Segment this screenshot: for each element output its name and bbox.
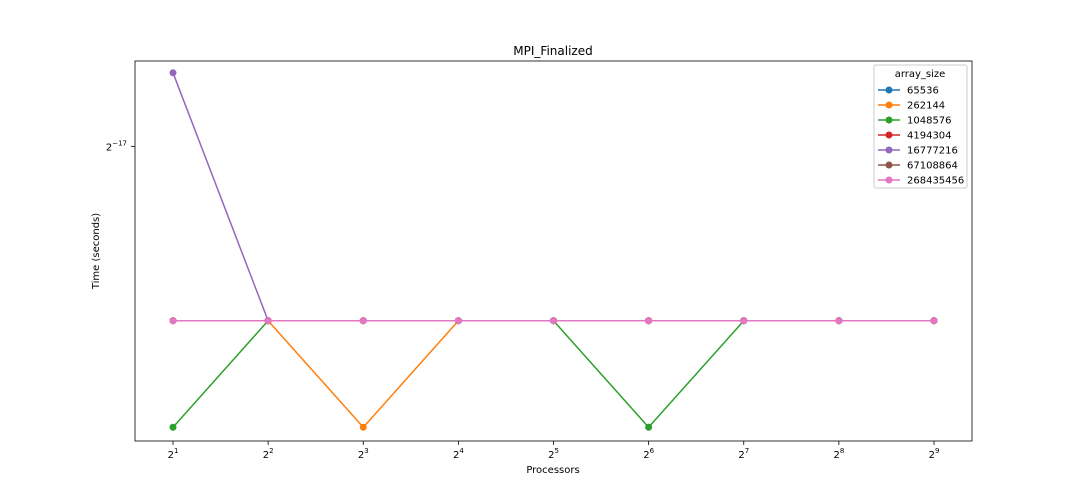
legend-box: [873, 64, 968, 189]
x-tick-label: 29: [929, 447, 940, 461]
legend-entries: 65536 262144 1048576 4194304 16777216 6710886…: [878, 86, 964, 187]
legend-label-65536: 65536: [907, 86, 939, 97]
chart-title: MPI_Finalized: [513, 44, 592, 58]
legend: array_size 65536 262144 1048576 4194304 1677…: [873, 64, 968, 189]
data-point-268435456: [835, 317, 843, 325]
data-point-268435456: [359, 317, 367, 325]
data-point-268435456: [454, 317, 462, 325]
data-point-1048576: [169, 423, 177, 431]
y-axis-label: Time (seconds): [91, 213, 102, 290]
x-axis: 21 22 23 24 25 26 27 28 29: [168, 441, 940, 461]
data-point-268435456: [930, 317, 938, 325]
legend-label-268435456: 268435456: [907, 176, 964, 187]
legend-marker-268435456: [885, 176, 893, 184]
data-point-16777216: [169, 69, 177, 77]
legend-title: array_size: [895, 69, 946, 80]
y-tick-label: 2−17: [106, 139, 127, 153]
legend-marker-4194304: [885, 131, 893, 139]
data-point-268435456: [550, 317, 557, 325]
data-point-268435456: [740, 317, 748, 325]
data-point-262144: [359, 423, 367, 431]
x-tick-label: 23: [358, 447, 369, 461]
legend-label-16777216: 16777216: [907, 146, 958, 157]
legend-marker-65536: [885, 86, 893, 94]
legend-label-1048576: 1048576: [907, 116, 952, 127]
legend-label-4194304: 4194304: [907, 131, 952, 142]
x-tick-label: 26: [643, 447, 654, 461]
data-point-268435456: [645, 317, 653, 325]
x-tick-label: 28: [833, 447, 844, 461]
y-axis: 2−17: [106, 139, 135, 153]
data-point-268435456: [264, 317, 272, 325]
legend-marker-1048576: [885, 116, 893, 124]
x-tick-label: 24: [453, 447, 464, 461]
legend-marker-16777216: [885, 146, 893, 154]
x-tick-label: 25: [548, 447, 559, 461]
series-layer: [169, 69, 938, 431]
x-tick-label: 21: [168, 447, 179, 461]
legend-marker-67108864: [885, 161, 893, 169]
x-tick-label: 27: [738, 447, 749, 461]
x-tick-label: 22: [263, 447, 274, 461]
data-point-268435456: [169, 317, 177, 325]
legend-marker-262144: [885, 101, 893, 109]
data-point-1048576: [645, 423, 653, 431]
legend-label-262144: 262144: [907, 101, 945, 112]
legend-label-67108864: 67108864: [907, 161, 958, 172]
x-axis-label: Processors: [526, 465, 579, 476]
